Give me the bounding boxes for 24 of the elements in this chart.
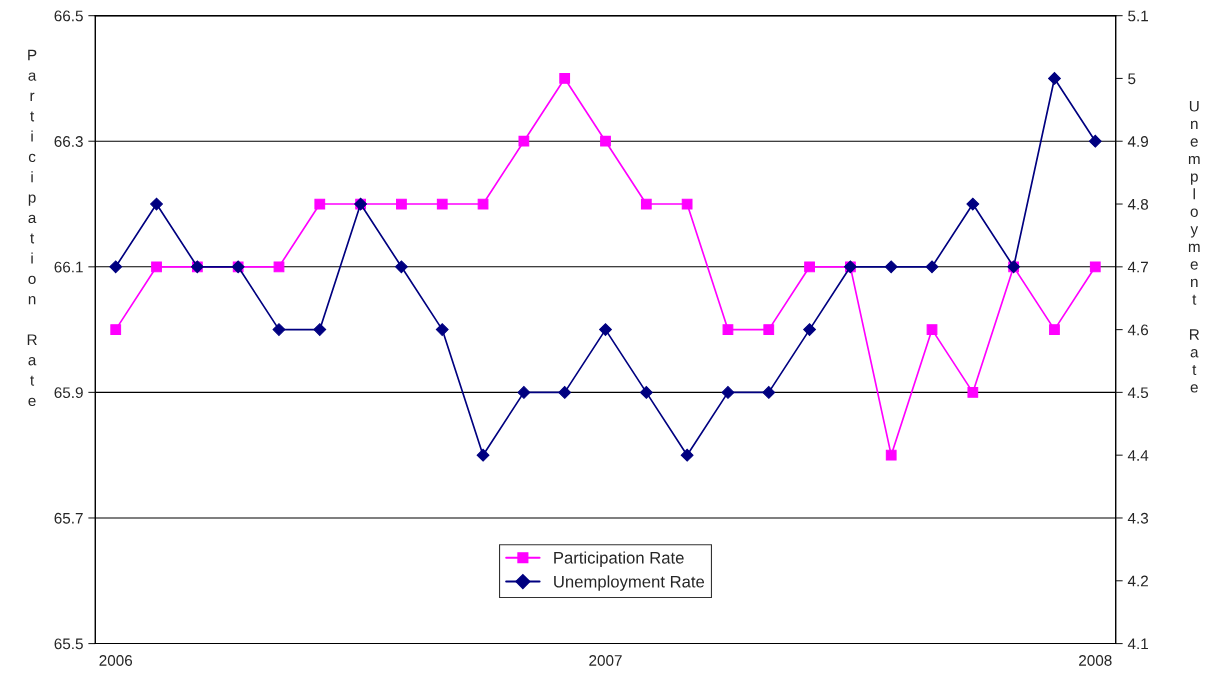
x-tick-label: 2007 [589,655,622,666]
y2-tick-label: 4.8 [1127,198,1149,210]
y2-tick-label: 4.6 [1127,324,1149,336]
x-tick-label: 2006 [99,655,133,666]
y2-tick-label: 4.4 [1127,450,1149,461]
y2-tick-label: 4.5 [1127,387,1149,399]
y-tick-label: 66.1 [54,261,83,273]
y2-tick-label: 4.7 [1127,261,1148,273]
y-tick-label: 65.7 [54,512,83,524]
y2-tick-label: 5.1 [1128,10,1148,22]
y2-tick-label: 4.9 [1127,136,1149,147]
legend-label: Unemployment Rate [554,575,705,591]
y-tick-label: 66.5 [54,10,83,22]
x-tick-label: 2008 [1079,655,1112,666]
text: Unemployment Rate [1188,100,1200,393]
y-tick-label: 65.9 [54,387,83,399]
y-tick-label: 65.5 [54,638,83,650]
y2-tick-label: 5 [1128,73,1136,85]
y2-tick-label: 4.3 [1127,512,1149,524]
y2-tick-label: 4.2 [1127,575,1148,587]
text: Participation Rate [27,49,37,407]
y2-tick-label: 4.1 [1127,638,1148,650]
y-tick-label: 66.3 [54,136,83,147]
legend-label: Participation Rate [554,551,684,567]
